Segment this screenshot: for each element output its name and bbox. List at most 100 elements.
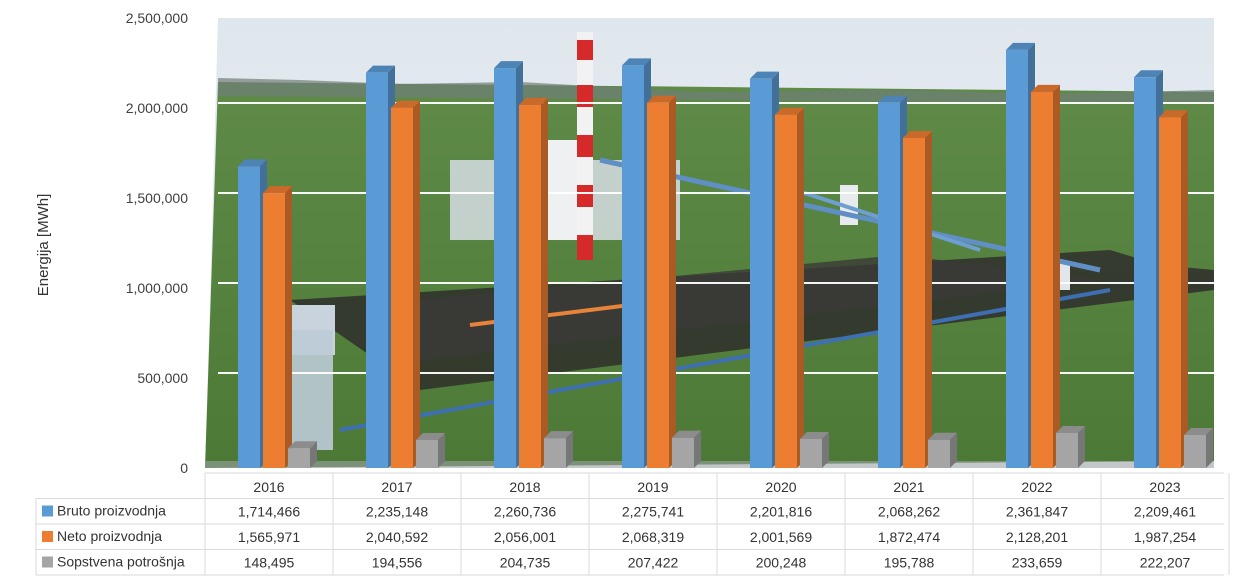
table-cell: 148,495 bbox=[244, 555, 295, 571]
category-label-2016: 2016 bbox=[253, 479, 284, 495]
bar-neto-2016 bbox=[263, 186, 292, 468]
bar-neto-2020 bbox=[775, 107, 804, 468]
bar-top bbox=[672, 430, 701, 438]
bar-top bbox=[647, 95, 676, 103]
bar-front bbox=[878, 102, 900, 469]
bar-bruto-2023 bbox=[1134, 70, 1163, 468]
bar-sopstvena-2021 bbox=[928, 432, 957, 468]
table-cell: 2,128,201 bbox=[1006, 529, 1068, 545]
bar-sopstvena-2017 bbox=[416, 432, 445, 468]
bar-bruto-2021 bbox=[878, 95, 907, 469]
table-cell: 1,872,474 bbox=[878, 529, 940, 545]
bar-top bbox=[1184, 428, 1213, 436]
table-cell: 233,659 bbox=[1012, 555, 1063, 571]
legend-row-bruto: Bruto proizvodnja bbox=[42, 503, 166, 519]
bar-sopstvena-2022 bbox=[1056, 425, 1085, 468]
table-cell: 1,714,466 bbox=[238, 504, 300, 520]
bar-top bbox=[928, 432, 957, 440]
bar-side bbox=[694, 430, 701, 468]
bar-top bbox=[391, 100, 420, 108]
table-cell: 2,275,741 bbox=[622, 504, 684, 520]
y-tick-label: 1,500,000 bbox=[126, 190, 188, 206]
y-tick-label: 0 bbox=[180, 460, 188, 476]
table-cell: 2,201,816 bbox=[750, 504, 812, 520]
table-cell: 1,565,971 bbox=[238, 529, 300, 545]
bar-side bbox=[285, 186, 292, 468]
bar-top bbox=[288, 441, 317, 449]
bar-bruto-2017 bbox=[366, 65, 395, 468]
bar-top bbox=[263, 186, 292, 194]
legend-row-neto: Neto proizvodnja bbox=[42, 528, 162, 544]
bar-bruto-2016 bbox=[238, 159, 267, 468]
bar-front bbox=[263, 193, 285, 468]
bar-front bbox=[672, 437, 694, 468]
category-label-2022: 2022 bbox=[1021, 479, 1052, 495]
bar-top bbox=[1006, 42, 1035, 50]
bar-front bbox=[366, 72, 388, 468]
table-cell: 2,001,569 bbox=[750, 529, 812, 545]
bar-front bbox=[1159, 117, 1181, 468]
bar-side bbox=[797, 107, 804, 468]
bar-top bbox=[1031, 84, 1060, 92]
bar-side bbox=[438, 432, 445, 468]
y-tick-label: 2,500,000 bbox=[126, 10, 188, 26]
bar-top bbox=[238, 159, 267, 167]
table-cell: 2,260,736 bbox=[494, 504, 556, 520]
bar-front bbox=[647, 102, 669, 469]
legend-swatch bbox=[42, 505, 53, 517]
legend-label: Neto proizvodnja bbox=[57, 528, 162, 544]
bar-side bbox=[1181, 110, 1188, 468]
table-cell: 2,068,262 bbox=[878, 504, 940, 520]
bar-neto-2019 bbox=[647, 95, 676, 469]
bar-bruto-2022 bbox=[1006, 42, 1035, 468]
bar-front bbox=[800, 438, 822, 468]
bar-front bbox=[391, 107, 413, 468]
bar-bruto-2020 bbox=[750, 71, 779, 468]
bar-front bbox=[494, 68, 516, 469]
background-photo bbox=[205, 18, 1214, 468]
bar-top bbox=[1056, 425, 1085, 433]
table-cell: 207,422 bbox=[628, 555, 679, 571]
bar-side bbox=[1206, 428, 1213, 468]
bar-bruto-2018 bbox=[494, 61, 523, 469]
bar-side bbox=[413, 100, 420, 468]
bars bbox=[238, 42, 1213, 469]
bar-front bbox=[1031, 91, 1053, 468]
bar-front bbox=[1184, 435, 1206, 468]
bar-front bbox=[544, 438, 566, 468]
bar-front bbox=[903, 137, 925, 468]
bar-top bbox=[494, 61, 523, 69]
bar-front bbox=[1134, 77, 1156, 468]
legend-label: Sopstvena potrošnja bbox=[57, 554, 185, 570]
bar-side bbox=[925, 130, 932, 468]
bar-top bbox=[878, 95, 907, 103]
bar-top bbox=[1134, 70, 1163, 78]
y-tick-label: 500,000 bbox=[137, 370, 188, 386]
bar-top bbox=[800, 431, 829, 439]
bar-top bbox=[903, 130, 932, 138]
bar-neto-2018 bbox=[519, 97, 548, 468]
bar-side bbox=[822, 431, 829, 468]
bar-front bbox=[928, 439, 950, 468]
bar-front bbox=[519, 104, 541, 468]
table-cell: 2,235,148 bbox=[366, 504, 428, 520]
bar-sopstvena-2019 bbox=[672, 430, 701, 468]
y-axis-label: Energija [MWh] bbox=[35, 194, 52, 297]
legend-row-sopstvena: Sopstvena potrošnja bbox=[42, 554, 185, 570]
table-cell: 222,207 bbox=[1140, 555, 1191, 571]
y-axis: 0 500,000 1,000,000 1,500,000 2,000,000 2,500… bbox=[126, 10, 189, 476]
bar-neto-2022 bbox=[1031, 84, 1060, 468]
bar-top bbox=[775, 107, 804, 115]
category-label-2019: 2019 bbox=[637, 479, 668, 495]
legend-label: Bruto proizvodnja bbox=[57, 503, 166, 519]
bar-side bbox=[1053, 84, 1060, 468]
y-tick-label: 1,000,000 bbox=[126, 280, 188, 296]
data-table: 2016 2017 2018 2019 2020 2021 2022 2023 Bruto pr… bbox=[35, 472, 1230, 576]
bar-top bbox=[366, 65, 395, 73]
bar-top bbox=[544, 431, 573, 439]
bar-sopstvena-2018 bbox=[544, 431, 573, 468]
bar-side bbox=[566, 431, 573, 468]
legend-swatch bbox=[42, 531, 53, 542]
table-cell: 204,735 bbox=[500, 555, 551, 571]
